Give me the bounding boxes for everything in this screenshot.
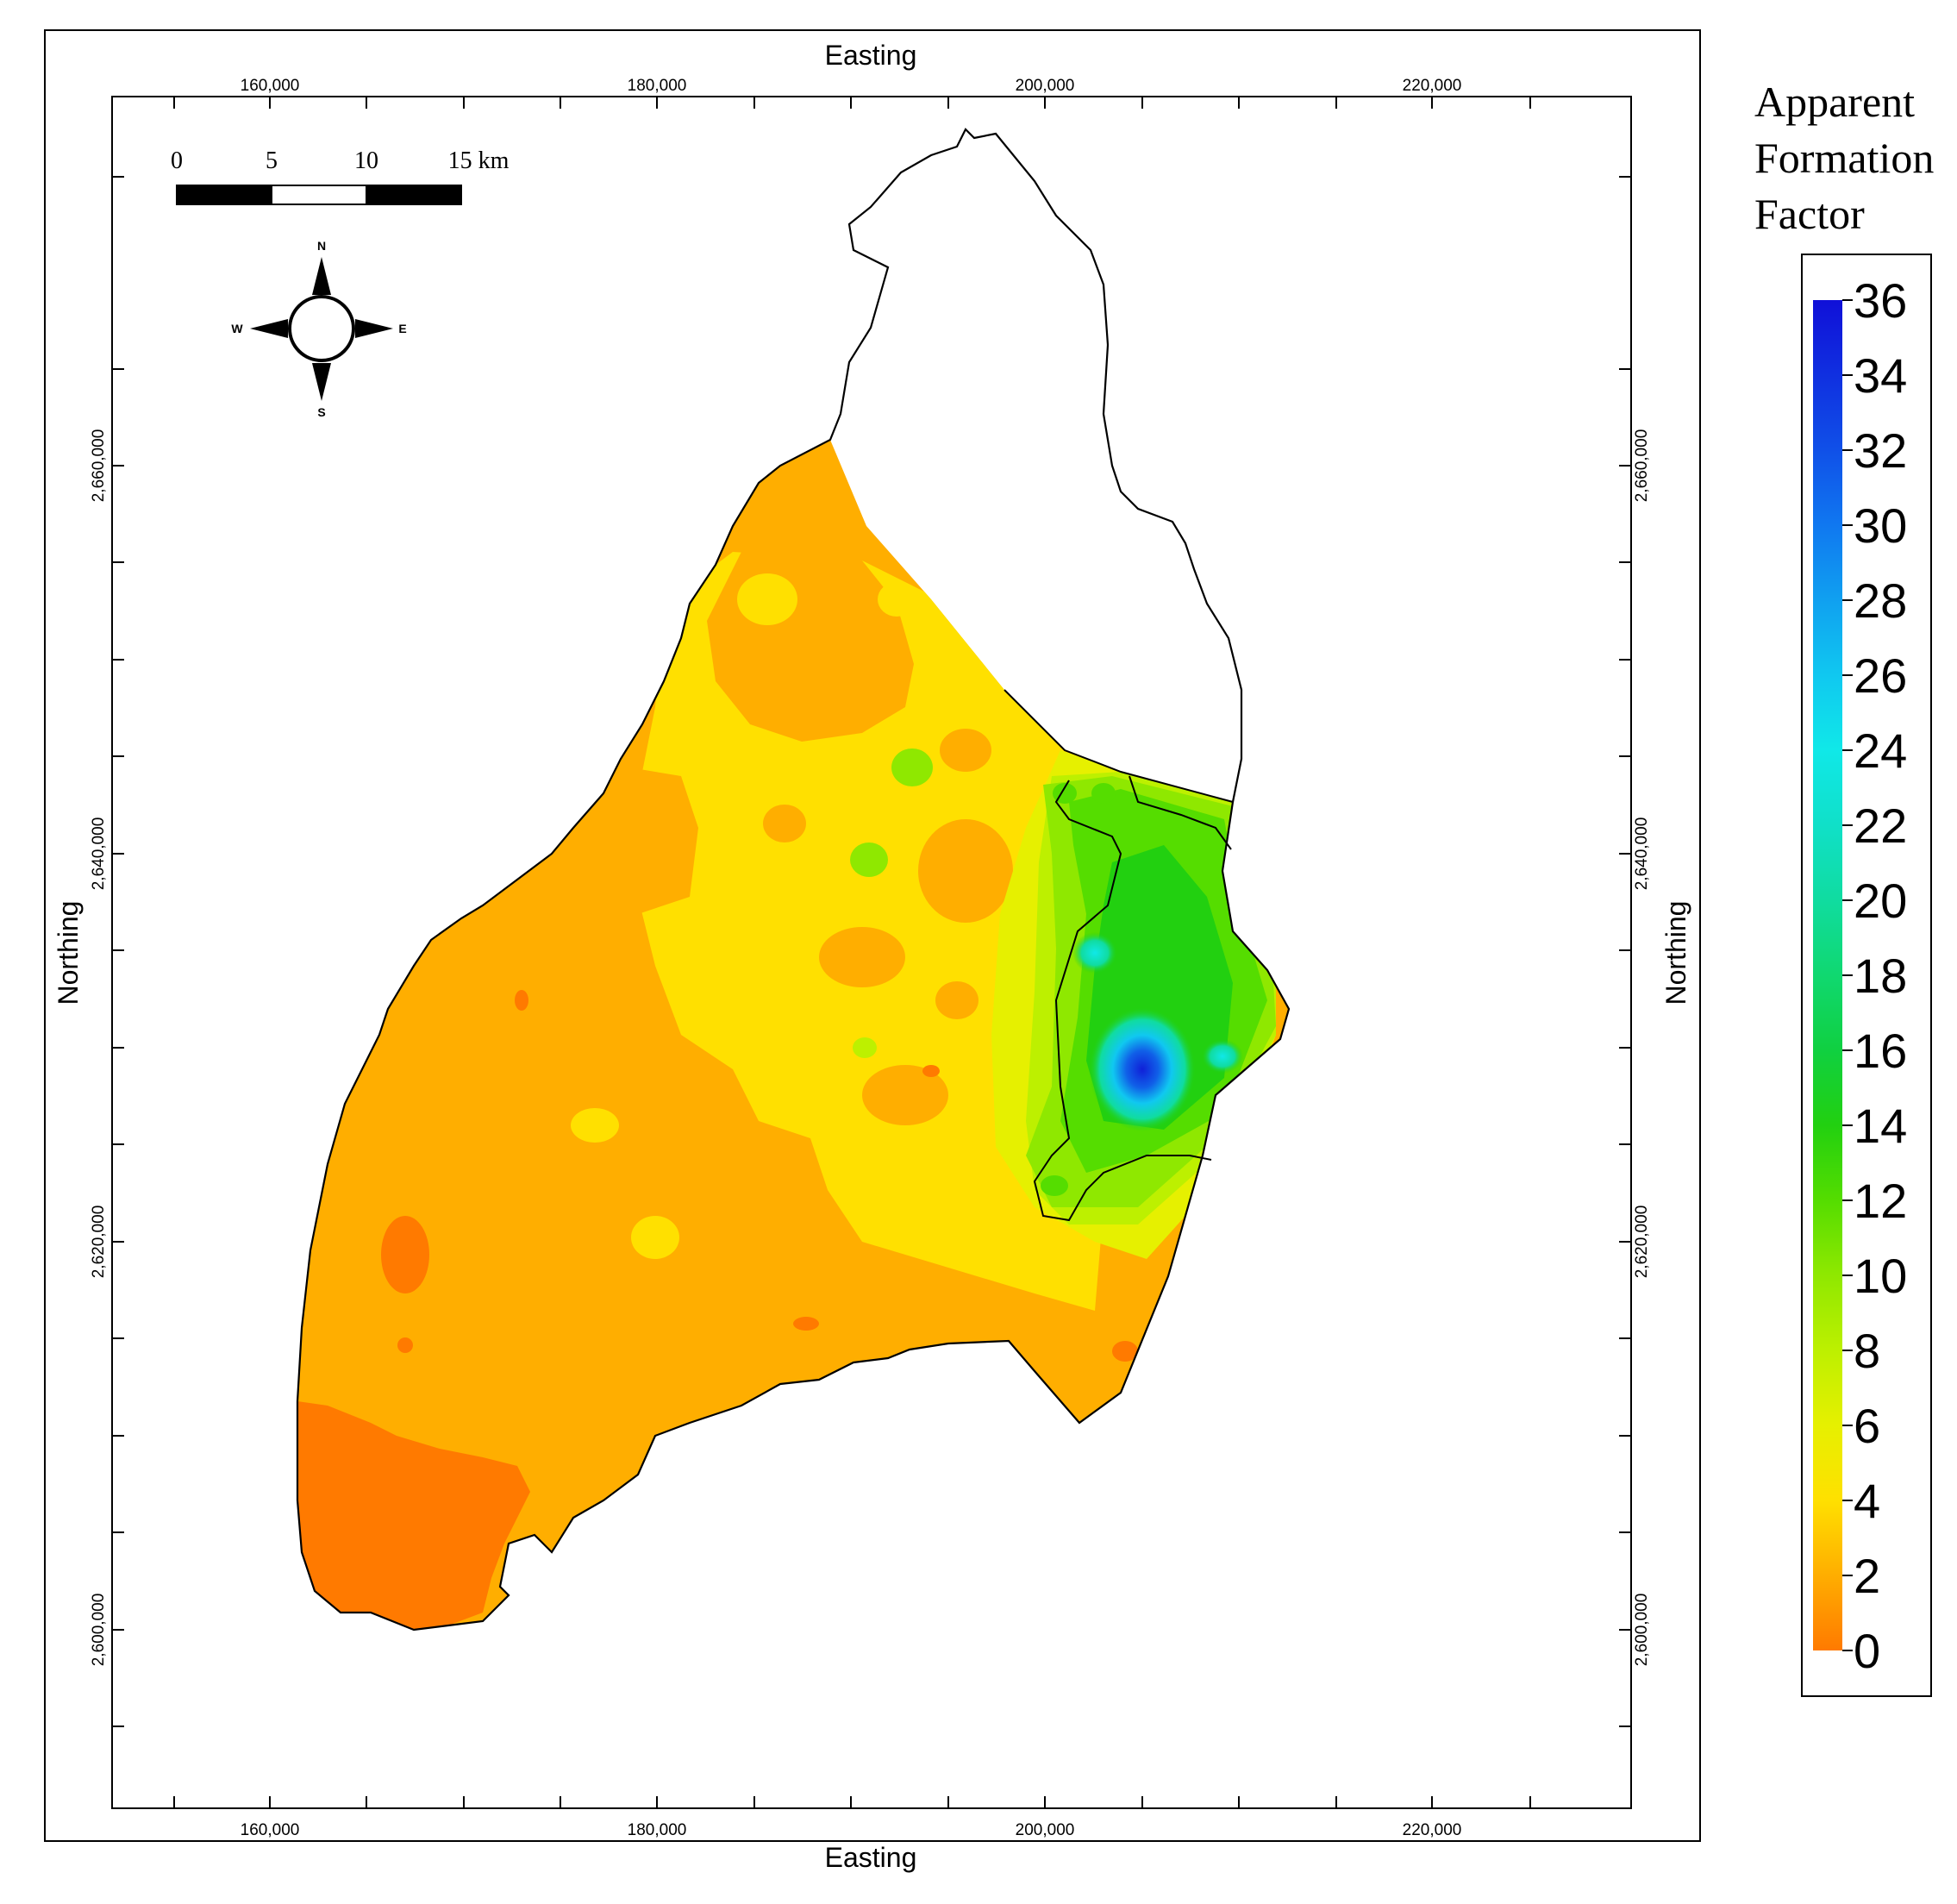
y-axis-title-right: Northing [1660,901,1691,1005]
orange-blob-f [935,981,978,1019]
x-tick-top-200000: 200,000 [1016,77,1075,95]
legend-tick-label: 28 [1854,573,1907,628]
x-tick-bottom-200000: 200,000 [1016,1821,1075,1839]
y-tick-right-2640000: 2,640,000 [1633,817,1651,891]
legend-tick-label: 22 [1854,799,1907,853]
legend-tick-label: 34 [1854,348,1907,403]
outer-frame [44,29,1701,1842]
yellow-island-1 [737,573,797,625]
y-tick-left-2640000: 2,640,000 [90,817,108,891]
legend-tick-label: 36 [1854,273,1907,328]
legend: Apparent Formation Factor 36343230282624… [1754,78,1934,1697]
blue-hotspot [1089,1007,1196,1131]
y-tick-left-2600000: 2,600,000 [90,1594,108,1667]
x-tick-top-220000: 220,000 [1403,77,1462,95]
dark-orange-blob-4 [922,1065,940,1077]
legend-title-line-2: Formation [1754,134,1934,182]
legend-tick-label: 0 [1854,1624,1880,1678]
scale-bar-seg-3 [366,185,462,205]
compass-west-pointer [250,319,288,338]
orange-blob-c [862,1065,948,1125]
legend-tick-label: 18 [1854,949,1907,1003]
plot-frame [111,96,1632,1809]
orange-blob-d [763,805,806,842]
x-tick-bottom-220000: 220,000 [1403,1821,1462,1839]
legend-tick-label: 8 [1854,1324,1880,1378]
legend-colorbar [1813,300,1842,1650]
compass-south-pointer [312,363,331,401]
green-island-5 [1091,783,1116,804]
dark-orange-blob-3 [515,990,528,1011]
legend-tick-label: 24 [1854,723,1907,778]
compass-label-n: N [317,239,326,253]
cyan-hotspot-2 [1202,1039,1243,1074]
legend-tick-label: 30 [1854,498,1907,553]
legend-tick-label: 2 [1854,1549,1880,1603]
orange-blob-west [621,767,698,914]
compass-label-e: E [398,322,406,335]
compass-ring [288,295,355,362]
green-island-2 [850,842,888,877]
dark-orange-blob-2 [1112,1341,1138,1362]
y-tick-right-2600000: 2,600,000 [1633,1594,1651,1667]
x-tick-bottom-180000: 180,000 [628,1821,687,1839]
compass-east-pointer [355,319,393,338]
scale-bar-seg-2 [271,185,367,205]
legend-tick-label: 32 [1854,423,1907,478]
compass-north-pointer [312,257,331,295]
compass-label-s: S [317,405,325,419]
y-tick-right-2620000: 2,620,000 [1633,1206,1651,1279]
yellow-island-2 [571,1108,619,1143]
yellow-island-5 [878,582,916,617]
scale-label-0: 0 [171,147,183,174]
scale-label-15km: 15 km [448,147,510,174]
dark-orange-blob-6 [397,1337,413,1353]
x-axis-title-top: Easting [825,40,917,71]
tick-marks [112,97,1631,1808]
contour-fill [297,440,1289,1630]
compass-icon: N S W E [231,239,406,419]
scale-bar: 0 5 10 15 km [171,147,510,205]
dark-orange-blob-5 [793,1317,819,1331]
legend-tick-label: 26 [1854,648,1907,703]
scale-bar-seg-1 [176,185,272,205]
y-tick-left-2620000: 2,620,000 [90,1206,108,1279]
region-boundary [296,128,1291,1632]
cyan-hotspot-1 [1072,932,1117,974]
scale-label-5: 5 [266,147,278,174]
legend-tick-label: 14 [1854,1099,1907,1153]
orange-blob-e [940,729,991,772]
green-island-6 [1041,1175,1068,1196]
x-tick-top-180000: 180,000 [628,77,687,95]
compass-label-w: W [231,322,243,335]
orange-blob-b [819,927,905,987]
green-island-3 [853,1037,877,1058]
legend-tick-label: 20 [1854,874,1907,928]
legend-tick-label: 12 [1854,1174,1907,1228]
scale-label-10: 10 [354,147,378,174]
x-axis-title-bottom: Easting [825,1842,917,1873]
orange-blob-a [918,819,1013,923]
contour-line-10 [1033,775,1232,1222]
dark-orange-blob-1 [381,1216,429,1293]
legend-title-line-1: Apparent [1754,78,1915,126]
y-axis-title-left: Northing [53,901,84,1005]
legend-tick-label: 6 [1854,1399,1880,1453]
x-tick-top-160000: 160,000 [241,77,300,95]
yellow-island-4 [694,974,720,1000]
green-island-1 [891,748,933,786]
legend-tick-label: 4 [1854,1474,1880,1528]
legend-tick-label: 16 [1854,1024,1907,1078]
yellow-island-3 [631,1216,679,1259]
band-0-2-southwest [297,1401,530,1630]
x-tick-bottom-160000: 160,000 [241,1821,300,1839]
northern-boundary-divider [1004,689,1234,803]
legend-tick-label: 10 [1854,1249,1907,1303]
y-tick-right-2660000: 2,660,000 [1633,429,1651,503]
legend-title-line-3: Factor [1754,190,1865,238]
y-tick-left-2660000: 2,660,000 [90,429,108,503]
